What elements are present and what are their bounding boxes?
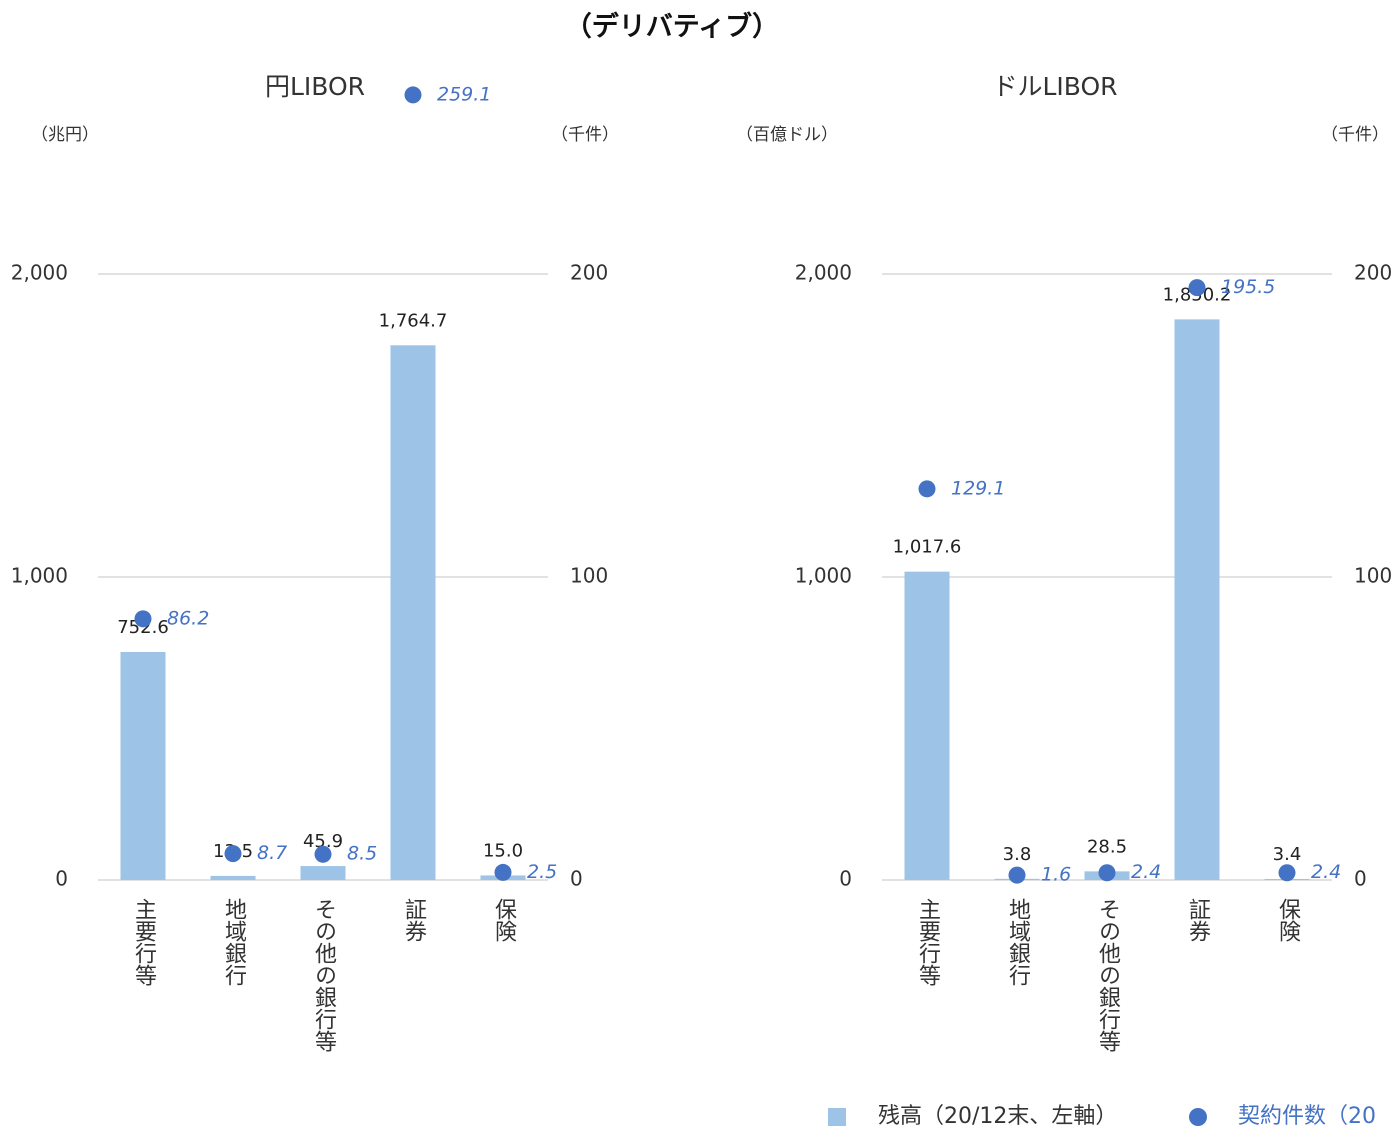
point xyxy=(134,610,152,628)
legend-swatch xyxy=(828,1108,846,1126)
x-tick-label: 証券 xyxy=(401,898,427,942)
bar xyxy=(1174,319,1220,880)
page-title: （デリバティブ） xyxy=(565,11,779,43)
point xyxy=(314,845,332,863)
chart-title: ドルLIBOR xyxy=(992,72,1117,101)
point xyxy=(1008,866,1026,884)
y-tick-label: 2,000 xyxy=(795,261,852,285)
point-label: 86.2 xyxy=(167,607,209,629)
y-tick-label: 0 xyxy=(839,867,852,891)
bar-label: 752.6 xyxy=(117,617,169,638)
point xyxy=(494,863,512,881)
bar xyxy=(120,651,166,880)
y2-tick-label: 0 xyxy=(570,867,583,891)
bar-label: 15.0 xyxy=(483,840,523,861)
bar-label: 1,017.6 xyxy=(893,537,962,558)
x-tick-label: 保険 xyxy=(491,898,517,942)
y-tick-label: 2,000 xyxy=(11,261,68,285)
y-tick-label: 1,000 xyxy=(11,564,68,588)
x-tick-label: 保険 xyxy=(1275,898,1301,942)
point-label: 129.1 xyxy=(951,477,1005,499)
y2-tick-label: 100 xyxy=(570,564,608,588)
legend-label: 残高（20/12末、左軸） xyxy=(878,1104,1117,1129)
y2-tick-label: 0 xyxy=(1354,867,1367,891)
bar-label: 3.8 xyxy=(1003,844,1032,865)
x-tick-label: 地域銀行 xyxy=(221,898,247,986)
bar xyxy=(904,571,950,880)
x-tick-label: 主要行等 xyxy=(915,898,941,986)
bar xyxy=(210,875,256,880)
point-label: 2.5 xyxy=(527,861,557,883)
y2-tick-label: 200 xyxy=(1354,261,1392,285)
point-label: 2.4 xyxy=(1131,861,1161,883)
y2-axis-label: （千件） xyxy=(551,125,619,145)
legend-label: 契約件数（20 xyxy=(1238,1104,1376,1129)
y2-axis-label: （千件） xyxy=(1321,125,1389,145)
bar-label: 3.4 xyxy=(1273,844,1302,865)
point-label: 8.5 xyxy=(347,843,377,865)
x-tick-label: その他の銀行等 xyxy=(311,898,337,1052)
point-label: 2.4 xyxy=(1311,861,1341,883)
y2-tick-label: 100 xyxy=(1354,564,1392,588)
x-tick-label: 主要行等 xyxy=(131,898,157,986)
point-label: 8.7 xyxy=(257,842,287,864)
point xyxy=(1188,279,1206,297)
legend-swatch xyxy=(1189,1108,1207,1126)
bar-label: 28.5 xyxy=(1087,836,1127,857)
chart-title: 円LIBOR xyxy=(265,72,365,101)
point-label: 195.5 xyxy=(1221,276,1275,298)
bar xyxy=(300,866,346,880)
x-tick-label: 地域銀行 xyxy=(1005,898,1031,986)
point xyxy=(1098,864,1116,882)
y-axis-label: （兆円） xyxy=(31,125,99,145)
y-axis-label: （百億ドル） xyxy=(736,125,838,145)
x-tick-label: その他の銀行等 xyxy=(1095,898,1121,1052)
bar xyxy=(390,345,436,880)
point xyxy=(1278,864,1296,882)
point xyxy=(404,86,422,104)
point-label: 259.1 xyxy=(437,83,491,105)
y-tick-label: 1,000 xyxy=(795,564,852,588)
x-tick-label: 証券 xyxy=(1185,898,1211,942)
point xyxy=(918,480,936,498)
point xyxy=(224,845,242,863)
y-tick-label: 0 xyxy=(55,867,68,891)
bar-label: 1,764.7 xyxy=(379,310,448,331)
point-label: 1.6 xyxy=(1041,864,1071,886)
bar-label: 45.9 xyxy=(303,831,343,852)
y2-tick-label: 200 xyxy=(570,261,608,285)
